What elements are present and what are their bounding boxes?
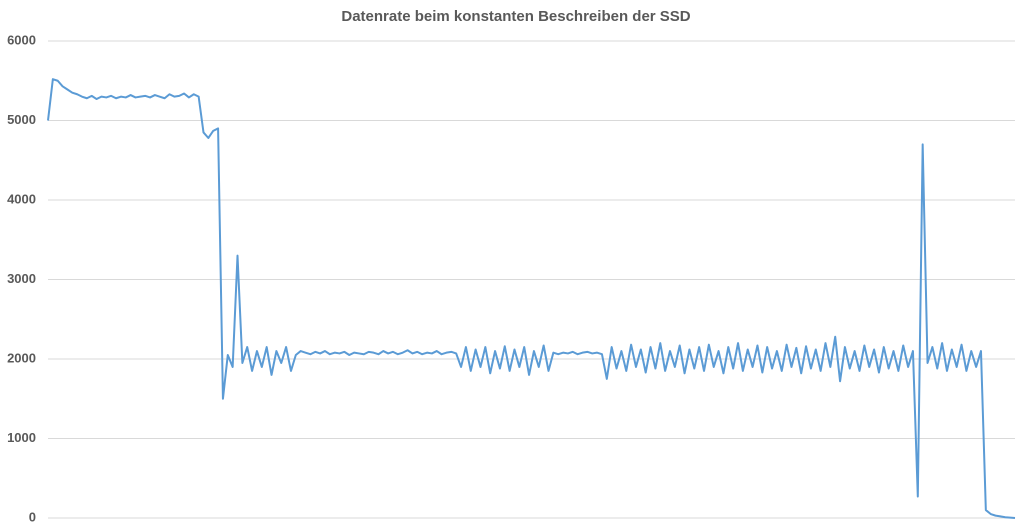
y-tick-label: 2000: [7, 350, 36, 365]
y-tick-label: 5000: [7, 112, 36, 127]
y-tick-label: 1000: [7, 430, 36, 445]
y-tick-label: 6000: [7, 32, 36, 47]
data-line: [47, 78, 1016, 519]
y-tick-label: 3000: [7, 271, 36, 286]
chart-title: Datenrate beim konstanten Beschreiben de…: [341, 8, 690, 25]
y-tick-label: 0: [29, 509, 36, 524]
y-tick-label: 4000: [7, 191, 36, 206]
